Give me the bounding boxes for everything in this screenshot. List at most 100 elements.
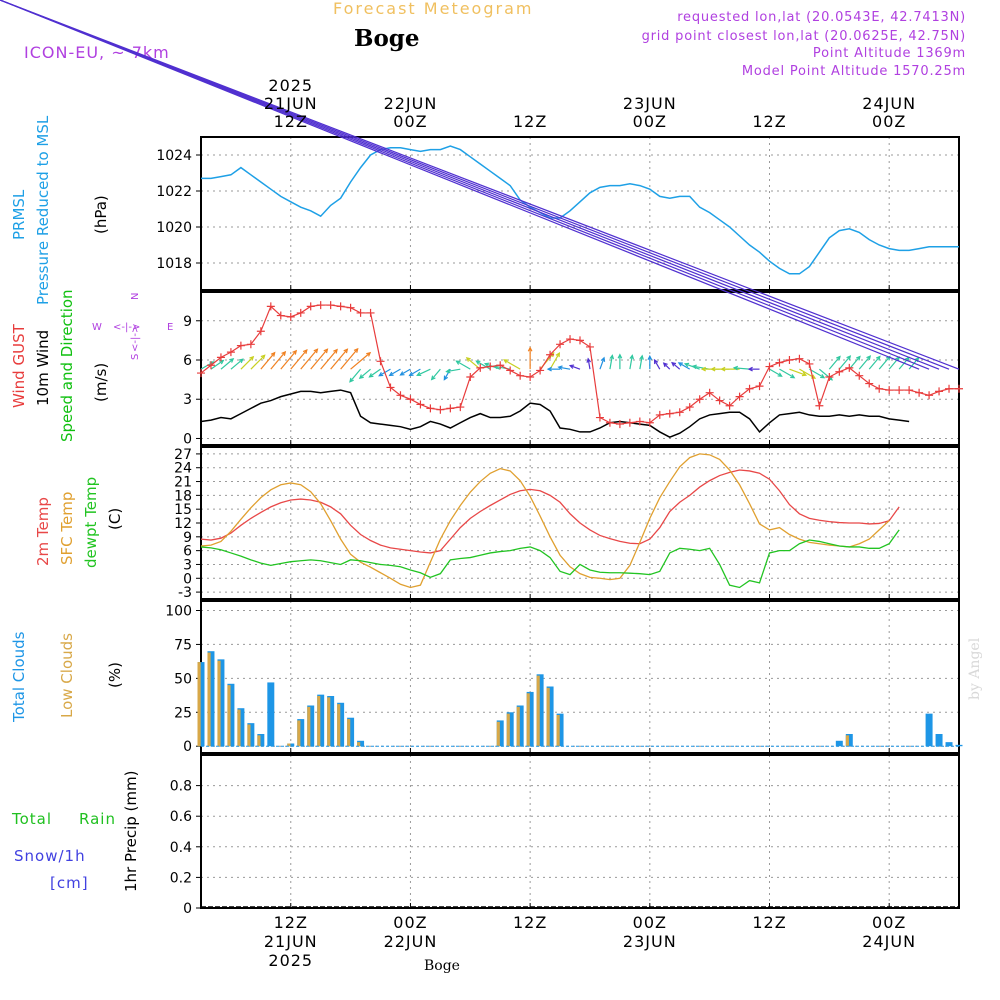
info-point-altitude: Point Altitude 1369m — [812, 46, 966, 61]
gust-marker — [795, 354, 804, 363]
panel-title-wind: 10m Wind — [34, 330, 52, 406]
wind-arrow — [0, 0, 930, 370]
wind-arrow-head — [710, 366, 716, 372]
panel-title-2m-temp: 2m Temp — [34, 497, 52, 566]
wind-arrow-head — [546, 366, 552, 372]
gust-marker — [396, 391, 405, 400]
wind-arrow — [639, 355, 643, 370]
gust-marker — [306, 302, 315, 311]
y-tick-label: 0.4 — [170, 840, 192, 856]
wind-arrow — [320, 349, 338, 370]
low-cloud-bar — [526, 693, 530, 747]
wind-arrow-head — [683, 362, 690, 368]
gust-marker — [805, 359, 814, 368]
total-cloud-bar — [526, 691, 534, 747]
wind-arrow-head — [662, 362, 668, 368]
wind-arrow — [290, 349, 308, 370]
panel-title-sfc-temp: SFC Temp — [58, 492, 76, 565]
wind-arrow-head — [609, 354, 615, 360]
wind-arrow-head — [568, 364, 575, 369]
y-tick-label: 0 — [183, 571, 192, 587]
wind-arrow — [270, 351, 286, 370]
wind-arrow — [678, 362, 691, 370]
wind-arrow — [240, 356, 254, 370]
gust-marker — [346, 303, 355, 312]
top-time-label: 24JUN — [862, 94, 916, 113]
y-tick-label: 1022 — [156, 184, 192, 200]
gust-marker — [336, 302, 345, 311]
wind-arrow — [416, 368, 431, 376]
wind-arrow-head — [885, 355, 891, 361]
gust-marker — [426, 404, 435, 413]
wind-arrow — [260, 352, 276, 370]
total-cloud-bar — [307, 705, 315, 747]
total-cloud-bar — [925, 713, 933, 747]
gust-marker — [955, 384, 963, 393]
gust-marker — [286, 312, 295, 321]
wind-arrow-head — [229, 358, 235, 363]
total-cloud-bar — [297, 719, 305, 747]
gust-marker — [825, 373, 834, 381]
gust-marker — [466, 373, 475, 381]
gust-marker — [725, 401, 734, 410]
gust-marker — [276, 311, 285, 320]
bottom-time-label: 00Z — [872, 913, 906, 932]
panel-frame — [200, 600, 960, 754]
wind-arrow-head — [691, 364, 697, 370]
label-rain: Rain — [79, 810, 116, 828]
wind-arrow — [828, 356, 841, 370]
y-tick-label: 24 — [174, 461, 192, 477]
total-cloud-bar — [516, 705, 524, 747]
y-tick-label: 75 — [174, 637, 192, 653]
temp-2m-line — [200, 469, 900, 554]
low-cloud-bar — [257, 735, 261, 747]
gust-marker — [895, 386, 904, 395]
wind-arrow-head — [557, 365, 563, 371]
wind-arrow — [609, 355, 613, 370]
wind-arrow — [0, 0, 920, 370]
total-cloud-bar — [267, 682, 275, 747]
gust-marker — [945, 384, 954, 393]
wind-arrow — [558, 366, 571, 370]
wind-arrow-head — [343, 348, 349, 354]
low-cloud-bar — [546, 687, 550, 747]
top-time-label: 00Z — [633, 112, 667, 131]
location-title: Boge — [354, 25, 420, 52]
panel-unit: (hPa) — [92, 195, 110, 234]
panel-frame — [200, 446, 960, 600]
wind-arrow — [409, 368, 421, 376]
gust-marker — [675, 408, 684, 417]
gust-marker — [266, 302, 275, 311]
gust-marker — [815, 401, 824, 410]
wind-arrow — [809, 368, 825, 379]
wind-arrow-head — [671, 361, 677, 367]
total-cloud-bar — [955, 744, 963, 747]
wind-arrow-head — [430, 375, 436, 381]
y-tick-label: 6 — [183, 353, 192, 369]
wind-arrow — [369, 368, 381, 378]
total-cloud-bar — [506, 712, 514, 747]
wind-arrow-head — [408, 371, 414, 377]
low-cloud-bar — [347, 719, 351, 747]
gust-marker — [236, 341, 245, 350]
gust-marker — [206, 361, 215, 370]
gust-marker — [695, 395, 704, 404]
wind-arrow-head — [260, 354, 266, 360]
wind-arrow-head — [639, 354, 644, 360]
y-tick-label: 0.2 — [170, 870, 192, 886]
total-cloud-bar — [257, 734, 265, 747]
panel-pressure: 1018 1020 1022 1024 PRMSL Pressure Reduced to… — [10, 115, 960, 305]
total-cloud-bar — [347, 717, 355, 747]
total-cloud-bar — [337, 702, 345, 747]
total-cloud-bar — [546, 686, 554, 747]
temp-dewpt-line — [200, 529, 900, 589]
gust-marker — [665, 409, 674, 418]
gust-marker — [615, 420, 624, 429]
total-cloud-bar — [945, 742, 953, 747]
wind-arrow — [848, 356, 861, 370]
gust-marker — [416, 400, 425, 409]
bottom-time-label: 12Z — [274, 913, 308, 932]
wind-arrow-head — [855, 355, 861, 361]
info-grid-point: grid point closest lon,lat (20.0625E, 42… — [641, 29, 966, 44]
